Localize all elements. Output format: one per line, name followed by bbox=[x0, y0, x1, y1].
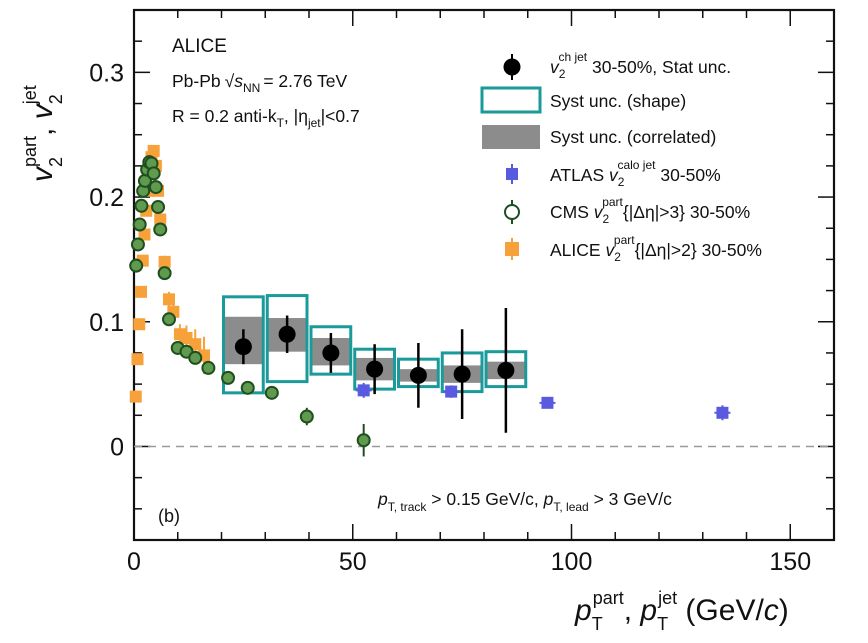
energy: = 2.76 TeV bbox=[263, 71, 347, 91]
alice-part-marker bbox=[147, 144, 160, 157]
jet-def: R = 0.2 anti-k bbox=[172, 106, 277, 126]
cms-marker bbox=[157, 266, 172, 281]
y-tick-label: 0 bbox=[110, 433, 124, 461]
atlas-marker bbox=[445, 385, 458, 398]
syst-shape-box bbox=[309, 325, 353, 376]
y-tick-label: 0.2 bbox=[89, 184, 124, 212]
legend-syst-shape-label: Syst unc. (shape) bbox=[550, 91, 686, 111]
cms-marker bbox=[130, 237, 145, 252]
cms-marker bbox=[356, 433, 371, 448]
legend-atlas-label: ATLAS v2calo jet 30-50% bbox=[550, 158, 721, 189]
x-axis-title: pTpart, pTjet (GeV/c) bbox=[574, 588, 789, 634]
legend-syst-corr-label: Syst unc. (correlated) bbox=[550, 127, 716, 147]
alice-part-marker bbox=[154, 213, 167, 226]
legend-syst-corr-swatch bbox=[482, 125, 540, 149]
x-tick-label: 0 bbox=[127, 548, 141, 576]
atlas-series bbox=[355, 382, 731, 421]
y-axis-title: v2part, v2jet bbox=[20, 85, 66, 182]
cms-marker bbox=[146, 166, 161, 181]
cms-marker bbox=[264, 385, 279, 400]
y-tick-labels: 0 0.1 0.2 0.3 bbox=[89, 59, 124, 461]
legend-alice-jet-label: v2ch jet 30-50%, Stat unc. bbox=[550, 50, 731, 81]
axis-ticks bbox=[133, 9, 835, 541]
legend-alice-part-label: ALICE v2part{|Δη|>2} 30-50% bbox=[550, 233, 762, 264]
legend-syst-shape-swatch bbox=[480, 86, 542, 114]
cms-marker bbox=[151, 200, 166, 215]
legend-entry-atlas: ATLAS v2calo jet 30-50% bbox=[506, 158, 721, 189]
collision-system: Pb-Pb √sNN = 2.76 TeV bbox=[172, 71, 348, 95]
experiment-label: ALICE bbox=[172, 36, 227, 57]
jet-def-sub: T bbox=[277, 116, 285, 130]
cms-marker bbox=[148, 180, 163, 195]
legend-cms-marker bbox=[504, 204, 520, 220]
legend-entry-syst-corr: Syst unc. (correlated) bbox=[482, 125, 716, 149]
alice-part-marker bbox=[163, 293, 175, 306]
x-tick-label: 150 bbox=[769, 548, 811, 576]
eta-cut-end: |<0.7 bbox=[321, 106, 360, 126]
cms-marker bbox=[162, 312, 176, 327]
cms-marker bbox=[153, 222, 168, 237]
cms-marker bbox=[240, 380, 255, 395]
sqrt-s-sub: NN bbox=[243, 81, 260, 95]
system-prefix: Pb-Pb bbox=[172, 71, 221, 91]
x-tick-label: 50 bbox=[339, 548, 367, 576]
legend-atlas-marker bbox=[506, 168, 518, 180]
atlas-marker bbox=[541, 396, 554, 409]
y-tick-label: 0.3 bbox=[89, 59, 124, 87]
alice-jet-marker bbox=[278, 325, 296, 343]
atlas-marker bbox=[716, 406, 729, 419]
panel-label: (b) bbox=[158, 506, 180, 526]
cms-marker bbox=[134, 198, 149, 213]
legend-entry-cms: CMS v2part{|Δη|>3} 30-50% bbox=[504, 195, 750, 226]
cms-series bbox=[129, 155, 371, 457]
sqrt-s: s bbox=[234, 71, 243, 91]
alice-part-marker bbox=[158, 255, 171, 268]
alice-part-marker bbox=[131, 353, 144, 366]
x-tick-label: 100 bbox=[551, 548, 593, 576]
alice-part-marker bbox=[133, 318, 146, 331]
eta-cut-sub: jet bbox=[307, 116, 321, 130]
cms-marker bbox=[299, 409, 314, 424]
alice-jet-series bbox=[234, 308, 515, 433]
pt-cuts: pT, track > 0.15 GeV/c, pT, lead > 3 GeV… bbox=[377, 489, 672, 514]
alice-jet-marker bbox=[453, 365, 471, 383]
alice-part-marker bbox=[136, 254, 149, 267]
legend-alice-part-marker bbox=[505, 242, 519, 256]
legend: v2ch jet 30-50%, Stat unc. Syst unc. (sh… bbox=[480, 50, 762, 264]
alice-jet-marker bbox=[322, 344, 340, 362]
atlas-marker bbox=[357, 384, 370, 397]
alice-part-marker bbox=[138, 228, 151, 241]
syst-shape-box bbox=[265, 294, 309, 384]
alice-part-marker bbox=[129, 390, 142, 403]
y-tick-label: 0.1 bbox=[89, 309, 124, 337]
cms-marker bbox=[188, 350, 203, 365]
alice-part-marker bbox=[135, 285, 147, 298]
legend-entry-syst-shape: Syst unc. (shape) bbox=[480, 86, 686, 114]
alice-jet-marker bbox=[366, 360, 384, 378]
cms-marker bbox=[132, 217, 147, 232]
alice-part-marker bbox=[189, 338, 202, 351]
cms-marker bbox=[201, 360, 216, 375]
alice-jet-marker bbox=[497, 361, 515, 379]
jet-definition: R = 0.2 anti-kT, |ηjet|<0.7 bbox=[172, 106, 360, 130]
legend-cms-label: CMS v2part{|Δη|>3} 30-50% bbox=[550, 195, 750, 226]
eta-cut: , |η bbox=[284, 106, 308, 126]
cms-marker bbox=[129, 258, 144, 273]
legend-alice-jet-marker bbox=[503, 58, 521, 76]
alice-jet-marker bbox=[409, 366, 427, 384]
legend-entry-alice-part: ALICE v2part{|Δη|>2} 30-50% bbox=[505, 233, 762, 264]
alice-jet-marker bbox=[234, 338, 252, 356]
x-tick-labels: 0 50 100 150 bbox=[127, 548, 811, 576]
cms-marker bbox=[221, 370, 236, 385]
legend-entry-alice-jet: v2ch jet 30-50%, Stat unc. bbox=[503, 50, 731, 81]
